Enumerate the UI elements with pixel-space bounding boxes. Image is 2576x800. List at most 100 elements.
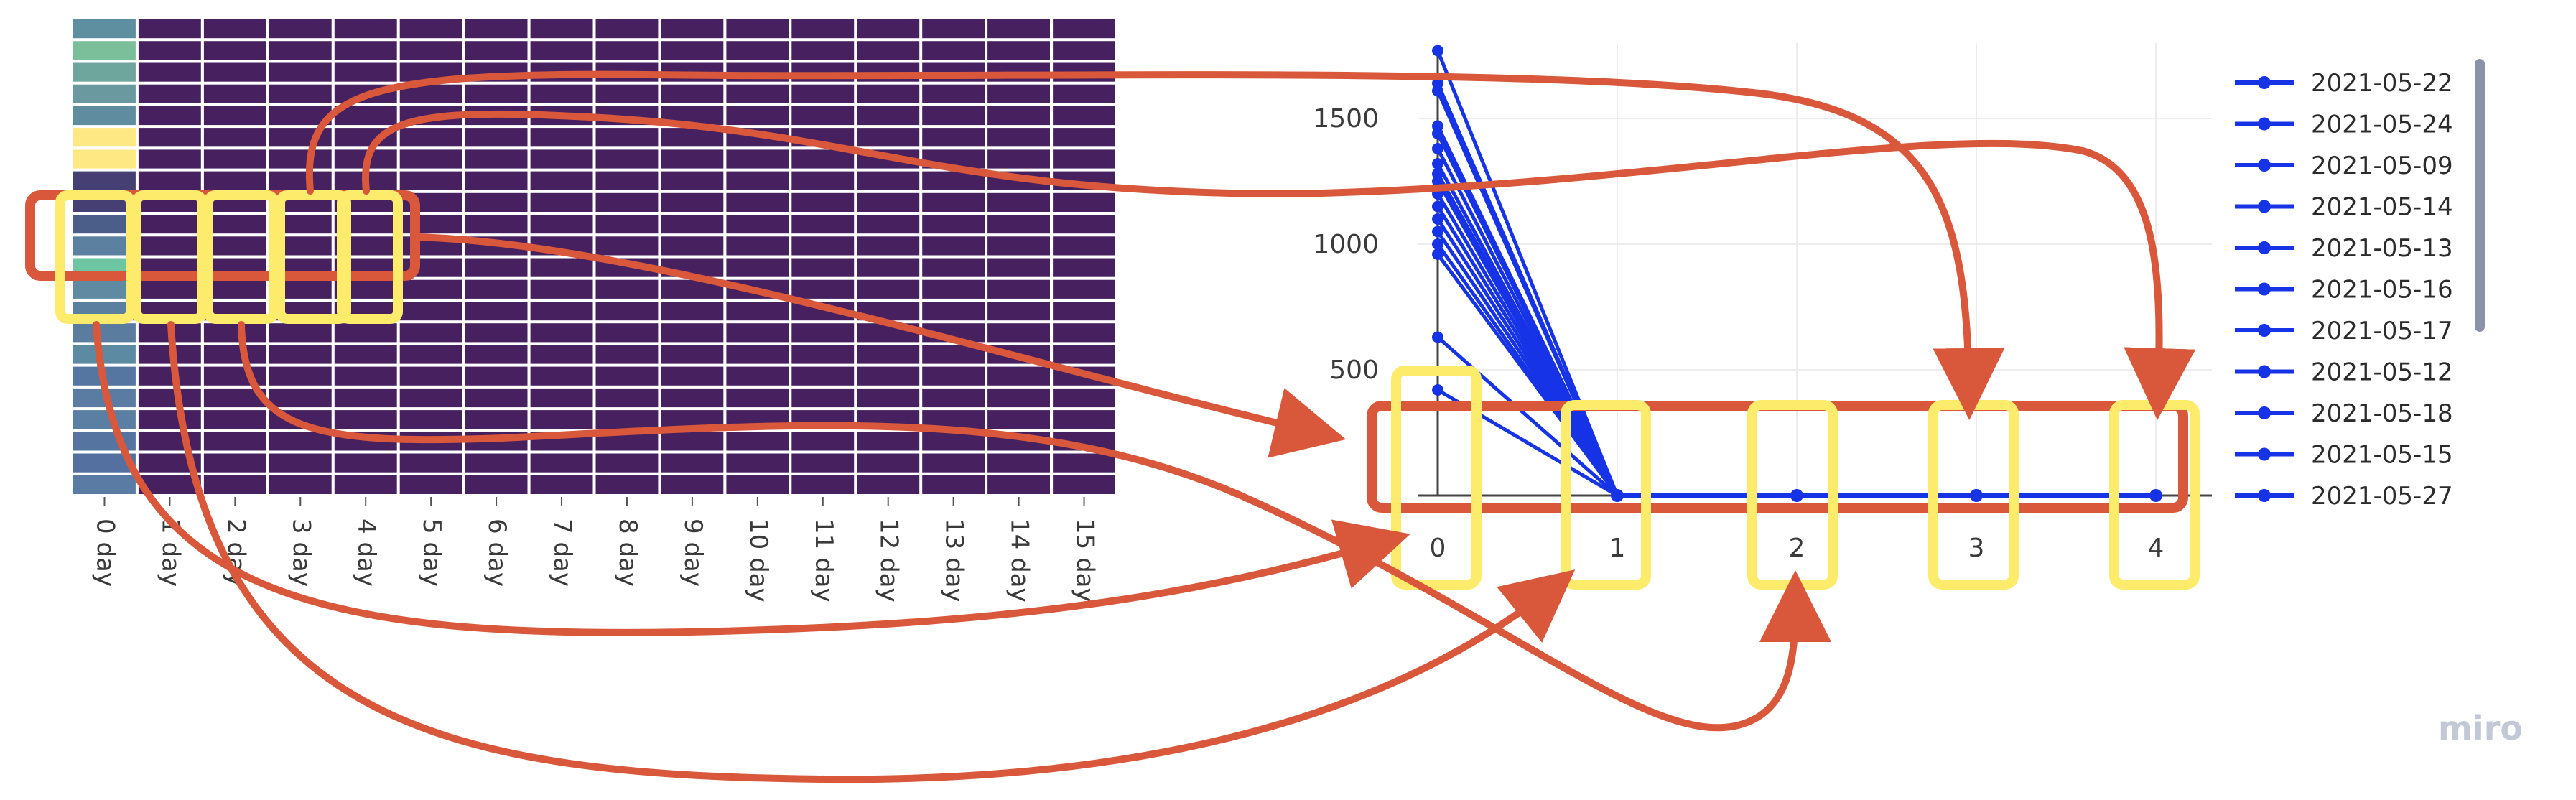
heatmap-cell: [530, 41, 593, 60]
heatmap-cell: [595, 453, 659, 473]
legend-item[interactable]: 2021-05-16: [2235, 276, 2453, 304]
heatmap-cell: [791, 323, 855, 343]
heatmap-cell: [987, 258, 1050, 277]
heatmap-cell: [399, 366, 462, 386]
series-point: [1611, 489, 1624, 502]
heatmap-cell: [465, 84, 528, 103]
legend-item[interactable]: 2021-05-17: [2235, 317, 2453, 345]
legend-marker: [2258, 406, 2271, 419]
heatmap-cell: [726, 171, 789, 190]
heatmap-cell: [1053, 475, 1115, 494]
legend-item[interactable]: 2021-05-27: [2235, 482, 2453, 511]
heatmap-cell: [73, 279, 136, 299]
heatmap-cell: [987, 279, 1050, 299]
heatmap-cell: [791, 192, 855, 212]
heatmap-cell: [1053, 302, 1115, 321]
heatmap-cell: [1053, 388, 1115, 408]
series-line-segment: [1436, 50, 1619, 496]
heatmap-cell: [530, 192, 593, 212]
heatmap-cell: [73, 215, 136, 234]
legend-item[interactable]: 2021-05-15: [2235, 441, 2453, 470]
legend-label: 2021-05-17: [2311, 317, 2453, 345]
heatmap-cell-highlights: [55, 190, 403, 324]
heatmap-cell: [987, 236, 1050, 256]
heatmap-cell: [138, 366, 201, 386]
legend-item[interactable]: 2021-05-24: [2235, 111, 2453, 139]
heatmap-cell: [726, 41, 789, 60]
heatmap-x-axis-labels: 0 day 1 day 2 day 3 day 4 day 5 day 6 day 7 day…: [90, 497, 1099, 603]
x-tick-label: 3: [1968, 534, 1985, 563]
heatmap-cell: [203, 279, 266, 299]
legend-item[interactable]: 2021-05-12: [2235, 358, 2453, 387]
heatmap-cell: [661, 366, 724, 386]
heatmap-cell: [138, 236, 201, 256]
heatmap-cell: [595, 410, 659, 429]
heatmap-cell: [661, 345, 724, 364]
heatmap-cell: [922, 366, 985, 386]
heatmap-cell: [138, 62, 201, 82]
heatmap-cell: [465, 215, 528, 234]
heatmap-cell: [73, 62, 136, 82]
heatmap-cell: [857, 171, 920, 190]
series-point: [1432, 384, 1443, 396]
heatmap-cell: [399, 475, 462, 494]
heatmap-cell: [399, 410, 462, 429]
heatmap-cell: [595, 388, 659, 408]
heatmap-cell: [399, 453, 462, 473]
heatmap-cell: [269, 84, 332, 103]
series-line-segment: [1436, 335, 1619, 497]
heatmap-cell: [857, 475, 920, 494]
heatmap-cell: [726, 323, 789, 343]
heatmap-cell: [465, 366, 528, 386]
heatmap-cell: [269, 149, 332, 169]
heatmap-cell: [465, 171, 528, 190]
heatmap-cell: [661, 323, 724, 343]
heatmap-cell: [1053, 323, 1115, 343]
heatmap-x-tick-label: 0 day: [90, 518, 119, 587]
heatmap-cell: [269, 453, 332, 473]
heatmap-cell: [399, 345, 462, 364]
heatmap-cell-highlight-1: [131, 190, 208, 324]
heatmap-cell: [73, 236, 136, 256]
heatmap-cell: [726, 388, 789, 408]
series-point: [1432, 85, 1443, 97]
heatmap-cell: [138, 171, 201, 190]
series-point: [1432, 248, 1443, 260]
heatmap-cell: [530, 410, 593, 429]
heatmap-cell: [203, 345, 266, 364]
heatmap-cell: [791, 149, 855, 169]
legend-scrollbar[interactable]: [2475, 59, 2485, 332]
series-point: [2149, 489, 2162, 502]
series-point: [1432, 175, 1443, 187]
heatmap-cell: [726, 475, 789, 494]
arrow-cell2-to-x2: [238, 321, 1831, 732]
heatmap-x-tick-label: 9 day: [679, 518, 707, 587]
heatmap-cell: [1053, 345, 1115, 364]
series-point: [1432, 143, 1443, 154]
heatmap-cell: [987, 84, 1050, 103]
heatmap-cell: [857, 19, 920, 39]
heatmap-cell-highlight-0: [55, 190, 136, 324]
heatmap-cell: [73, 128, 136, 147]
heatmap-cell: [1053, 410, 1115, 429]
heatmap-cell: [857, 345, 920, 364]
heatmap-cell: [138, 84, 201, 103]
heatmap-cell: [726, 106, 789, 126]
legend-item[interactable]: 2021-05-18: [2235, 399, 2453, 428]
series-point: [1432, 128, 1443, 139]
legend-item[interactable]: 2021-05-13: [2235, 234, 2453, 263]
heatmap-cell: [334, 366, 397, 386]
connector-arrows: [93, 70, 2196, 783]
heatmap-cell: [857, 388, 920, 408]
heatmap-cell: [399, 171, 462, 190]
heatmap-cell: [726, 258, 789, 277]
heatmap-cell: [595, 41, 659, 60]
legend-item[interactable]: 2021-05-22: [2235, 69, 2453, 98]
heatmap-cell: [661, 388, 724, 408]
heatmap-cell: [661, 236, 724, 256]
heatmap-cell: [922, 258, 985, 277]
heatmap-cell: [465, 302, 528, 321]
legend-item[interactable]: 2021-05-14: [2235, 193, 2453, 222]
legend-item[interactable]: 2021-05-09: [2235, 152, 2453, 180]
heatmap-cell: [661, 432, 724, 451]
